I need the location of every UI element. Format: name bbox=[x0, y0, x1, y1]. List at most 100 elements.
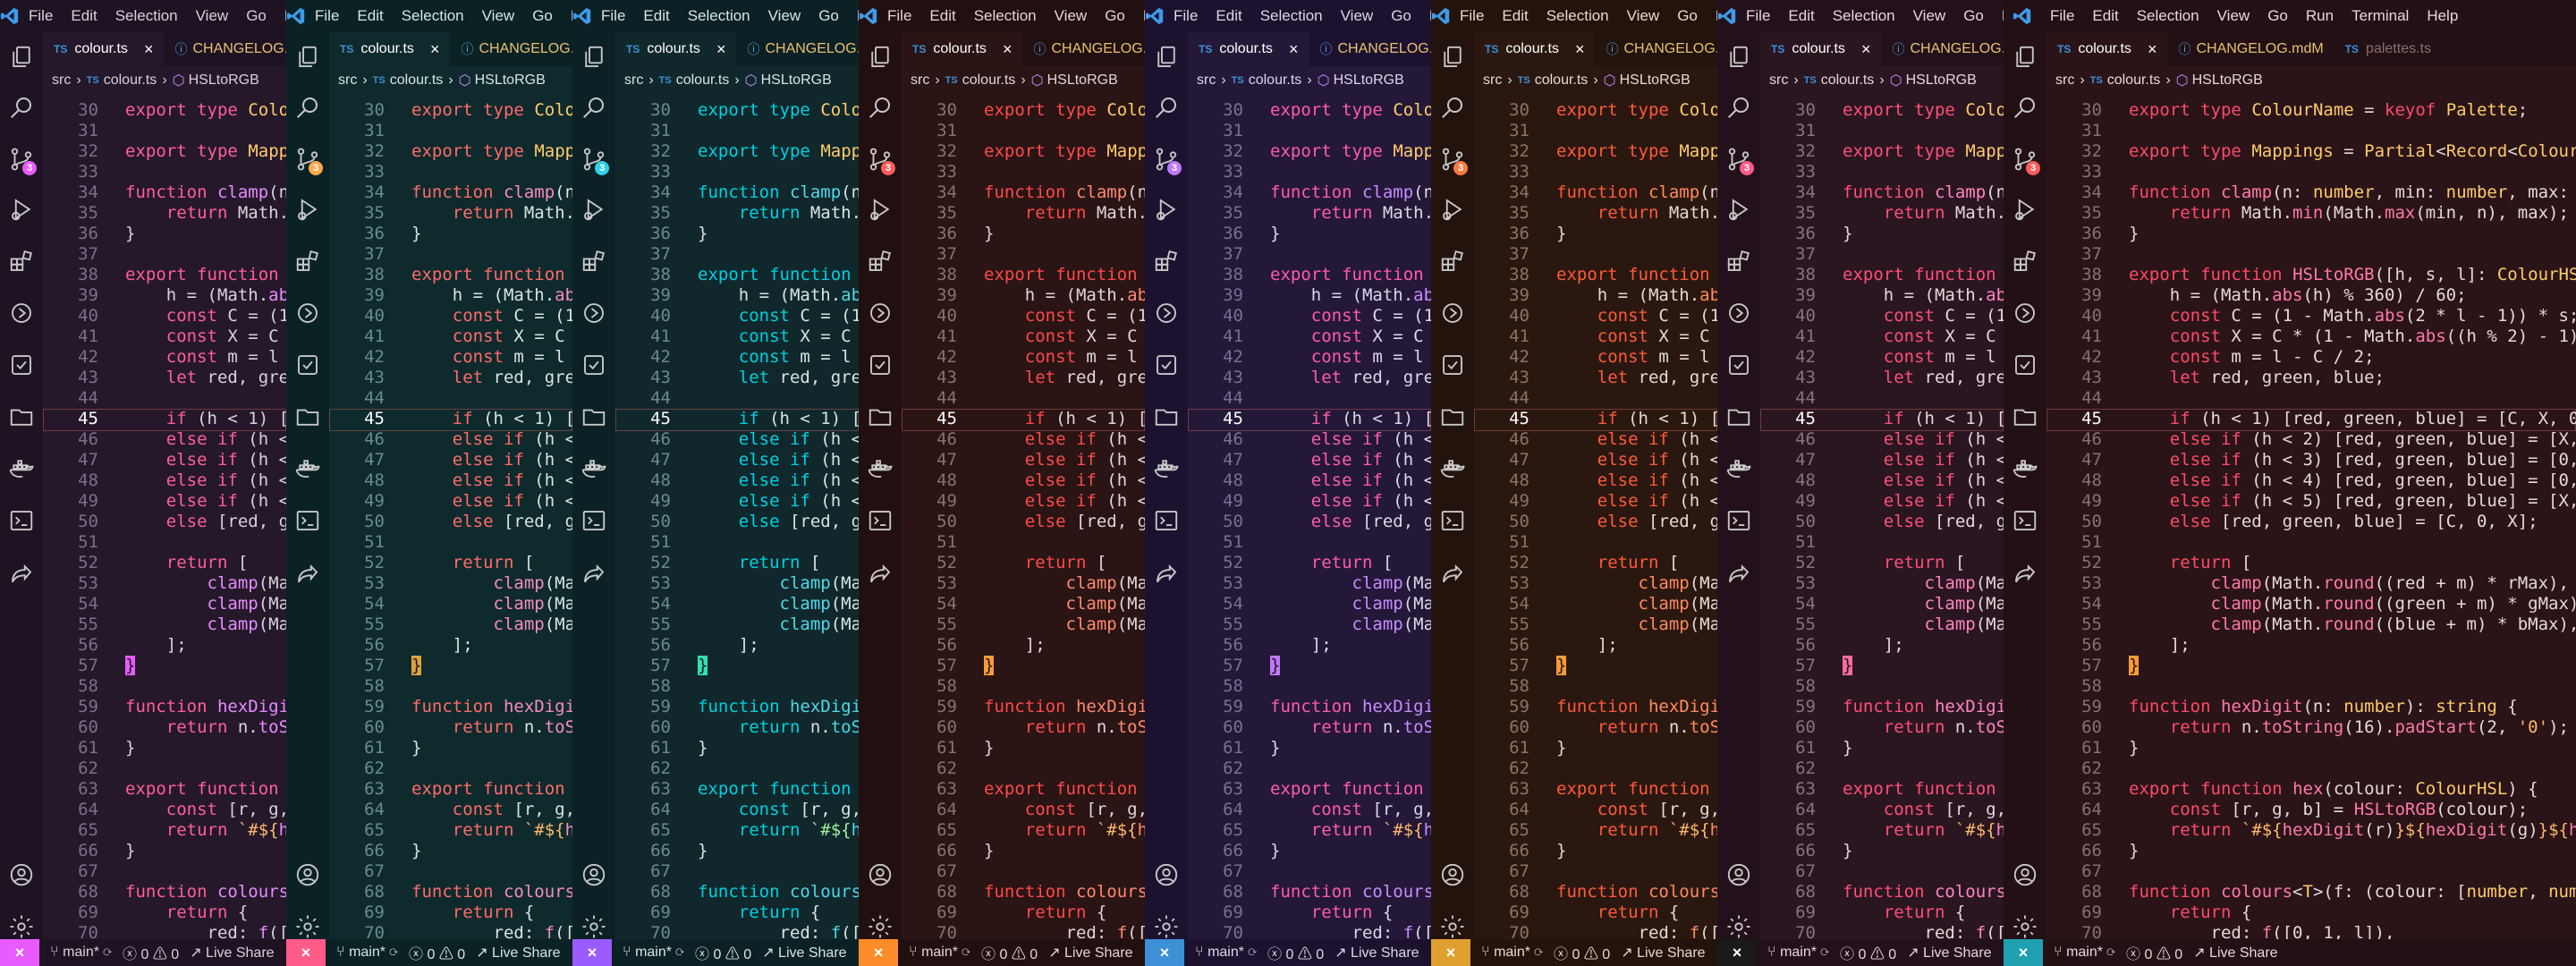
breadcrumb-symbol[interactable]: HSLtoRGB bbox=[474, 72, 546, 88]
sync-icon[interactable]: ⟳ bbox=[1530, 945, 1544, 960]
docker-icon[interactable] bbox=[572, 447, 615, 490]
sync-icon[interactable]: ⟳ bbox=[98, 945, 113, 960]
remote-explorer-icon[interactable] bbox=[286, 292, 329, 335]
run-debug-icon[interactable] bbox=[1431, 188, 1474, 231]
live-share-icon[interactable] bbox=[572, 553, 615, 596]
extensions-icon[interactable] bbox=[1431, 240, 1474, 283]
remote-indicator[interactable]: × bbox=[572, 939, 612, 966]
menu-edit[interactable]: Edit bbox=[2092, 7, 2119, 24]
live-share-icon[interactable] bbox=[1431, 553, 1474, 596]
menu-run[interactable]: Run bbox=[1707, 0, 1717, 32]
menu-edit[interactable]: Edit bbox=[71, 7, 97, 24]
branch-indicator[interactable]: ⑂ main* ⟳ bbox=[1195, 945, 1257, 961]
breadcrumb-file[interactable]: colour.ts bbox=[1820, 72, 1875, 88]
docker-icon[interactable] bbox=[1431, 447, 1474, 490]
breadcrumb-symbol[interactable]: HSLtoRGB bbox=[1046, 72, 1118, 88]
account-icon[interactable] bbox=[572, 853, 615, 896]
problems-indicator[interactable]: ⓧ 0 ⚠ 0 bbox=[1267, 942, 1324, 963]
close-tab-icon[interactable]: × bbox=[1860, 39, 1871, 58]
tab-palettes-ts[interactable]: TS palettes.ts bbox=[2334, 32, 2442, 66]
docker-icon[interactable] bbox=[1717, 447, 1760, 490]
menu-view[interactable]: View bbox=[1912, 7, 1946, 24]
menu-selection[interactable]: Selection bbox=[2136, 7, 2199, 24]
testing-icon[interactable] bbox=[1431, 343, 1474, 386]
extensions-icon[interactable] bbox=[572, 240, 615, 283]
terminal-icon[interactable] bbox=[1145, 499, 1188, 542]
run-debug-icon[interactable] bbox=[1717, 188, 1760, 231]
live-share-icon[interactable] bbox=[859, 553, 902, 596]
breadcrumb-folder[interactable]: src bbox=[2055, 72, 2075, 88]
menu-selection[interactable]: Selection bbox=[1259, 7, 1323, 24]
live-share-icon[interactable] bbox=[286, 553, 329, 596]
menu-run[interactable]: Run bbox=[1993, 0, 2004, 32]
extensions-icon[interactable] bbox=[1145, 240, 1188, 283]
breadcrumb-symbol[interactable]: HSLtoRGB bbox=[1905, 72, 1977, 88]
source-control-icon[interactable]: 3 bbox=[572, 138, 615, 181]
account-icon[interactable] bbox=[2004, 853, 2046, 896]
terminal-icon[interactable] bbox=[1431, 499, 1474, 542]
manage-gear-icon[interactable] bbox=[859, 905, 902, 948]
tab-colour-ts[interactable]: TS colour.ts × bbox=[1760, 32, 1882, 66]
testing-icon[interactable] bbox=[1145, 343, 1188, 386]
menu-go[interactable]: Go bbox=[532, 7, 553, 24]
remote-explorer-icon[interactable] bbox=[1717, 292, 1760, 335]
menu-run[interactable]: Run bbox=[275, 0, 286, 32]
breadcrumb-folder[interactable]: src bbox=[52, 72, 72, 88]
account-icon[interactable] bbox=[286, 853, 329, 896]
problems-indicator[interactable]: ⓧ 0 ⚠ 0 bbox=[1554, 942, 1610, 963]
folder-icon[interactable] bbox=[1145, 395, 1188, 438]
problems-indicator[interactable]: ⓧ 0 ⚠ 0 bbox=[123, 942, 179, 963]
live-share-indicator[interactable]: ↗ Live Share bbox=[1048, 944, 1132, 962]
docker-icon[interactable] bbox=[286, 447, 329, 490]
menu-view[interactable]: View bbox=[1626, 7, 1660, 24]
sync-icon[interactable]: ⟳ bbox=[385, 945, 399, 960]
close-tab-icon[interactable]: × bbox=[716, 39, 726, 58]
run-debug-icon[interactable] bbox=[1145, 188, 1188, 231]
manage-gear-icon[interactable] bbox=[1717, 905, 1760, 948]
live-share-indicator[interactable]: ↗ Live Share bbox=[476, 944, 560, 962]
tab-colour-ts[interactable]: TS colour.ts × bbox=[2046, 32, 2168, 66]
docker-icon[interactable] bbox=[859, 447, 902, 490]
menu-edit[interactable]: Edit bbox=[1788, 7, 1815, 24]
breadcrumb-symbol[interactable]: HSLtoRGB bbox=[760, 72, 832, 88]
manage-gear-icon[interactable] bbox=[1431, 905, 1474, 948]
branch-indicator[interactable]: ⑂ main* ⟳ bbox=[1481, 945, 1543, 961]
menu-view[interactable]: View bbox=[767, 7, 801, 24]
remote-indicator[interactable]: × bbox=[859, 939, 898, 966]
search-icon[interactable] bbox=[286, 86, 329, 129]
manage-gear-icon[interactable] bbox=[2004, 905, 2046, 948]
breadcrumb-symbol[interactable]: HSLtoRGB bbox=[188, 72, 259, 88]
menu-view[interactable]: View bbox=[195, 7, 229, 24]
menu-go[interactable]: Go bbox=[2267, 7, 2288, 24]
close-tab-icon[interactable]: × bbox=[1002, 39, 1013, 58]
remote-indicator[interactable]: × bbox=[0, 939, 39, 966]
terminal-icon[interactable] bbox=[2004, 499, 2046, 542]
remote-explorer-icon[interactable] bbox=[1431, 292, 1474, 335]
explorer-icon[interactable] bbox=[1717, 36, 1760, 79]
account-icon[interactable] bbox=[859, 853, 902, 896]
tab-colour-ts[interactable]: TS colour.ts × bbox=[329, 32, 451, 66]
breadcrumb-folder[interactable]: src bbox=[1769, 72, 1789, 88]
sync-icon[interactable]: ⟳ bbox=[1816, 945, 1830, 960]
breadcrumb-file[interactable]: colour.ts bbox=[2106, 72, 2161, 88]
menu-file[interactable]: File bbox=[1460, 7, 1485, 24]
live-share-indicator[interactable]: ↗ Live Share bbox=[190, 944, 274, 962]
menu-go[interactable]: Go bbox=[1677, 7, 1698, 24]
search-icon[interactable] bbox=[572, 86, 615, 129]
branch-indicator[interactable]: ⑂ main* ⟳ bbox=[1767, 945, 1829, 961]
manage-gear-icon[interactable] bbox=[1145, 905, 1188, 948]
live-share-indicator[interactable]: ↗ Live Share bbox=[1335, 944, 1419, 962]
menu-selection[interactable]: Selection bbox=[973, 7, 1037, 24]
menu-file[interactable]: File bbox=[1746, 7, 1771, 24]
menu-run[interactable]: Run bbox=[562, 0, 572, 32]
menu-selection[interactable]: Selection bbox=[401, 7, 464, 24]
menu-run[interactable]: Run bbox=[1134, 0, 1145, 32]
